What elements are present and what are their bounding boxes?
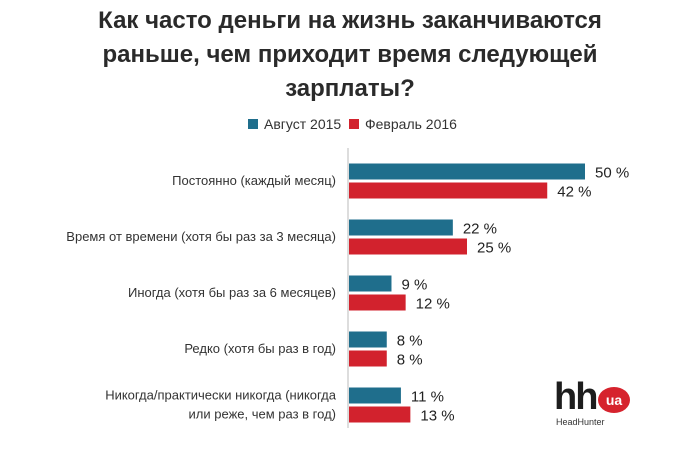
legend-label-february-2016: Февраль 2016 — [365, 116, 457, 132]
bar-august-2015 — [349, 387, 401, 404]
bar-february-2016 — [349, 182, 548, 199]
legend: Август 2015 Февраль 2016 — [0, 116, 691, 136]
value-label: 13 % — [420, 408, 454, 425]
legend-swatch-february-2016 — [349, 119, 359, 129]
category-label: Постоянно (каждый месяц) — [172, 173, 336, 188]
bar-february-2016 — [349, 350, 387, 367]
bar-august-2015 — [349, 331, 387, 348]
category-label: Иногда (хотя бы раз за 6 месяцев) — [128, 285, 336, 300]
bar-august-2015 — [349, 163, 585, 180]
bar-february-2016 — [349, 406, 411, 423]
value-label: 8 % — [397, 352, 423, 369]
value-label: 25 % — [477, 240, 511, 257]
logo-mark: hh — [554, 376, 598, 418]
logo-badge: ua — [598, 387, 630, 413]
category-label: Никогда/практически никогда (никогда или … — [105, 388, 337, 422]
legend-item-august-2015: Август 2015 — [248, 116, 341, 132]
value-label: 8 % — [397, 333, 423, 350]
bar-february-2016 — [349, 238, 467, 255]
chart-title: Как часто деньги на жизнь заканчиваются … — [98, 7, 602, 102]
legend-label-august-2015: Август 2015 — [264, 116, 342, 132]
value-label: 42 % — [557, 184, 591, 201]
value-label: 22 % — [463, 221, 497, 238]
headhunter-logo: hh ua HeadHunter — [554, 376, 644, 431]
bar-february-2016 — [349, 294, 406, 311]
bar-august-2015 — [349, 219, 453, 236]
value-label: 12 % — [416, 296, 450, 313]
legend-swatch-august-2015 — [248, 119, 258, 129]
logo-subtitle: HeadHunter — [556, 417, 605, 427]
bar-august-2015 — [349, 275, 392, 292]
category-label: Время от времени (хотя бы раз за 3 месяц… — [66, 229, 336, 244]
category-label: Редко (хотя бы раз в год) — [184, 341, 336, 356]
legend-item-february-2016: Февраль 2016 — [349, 116, 457, 132]
value-label: 50 % — [595, 165, 629, 182]
value-label: 11 % — [411, 389, 444, 406]
value-label: 9 % — [401, 277, 427, 294]
